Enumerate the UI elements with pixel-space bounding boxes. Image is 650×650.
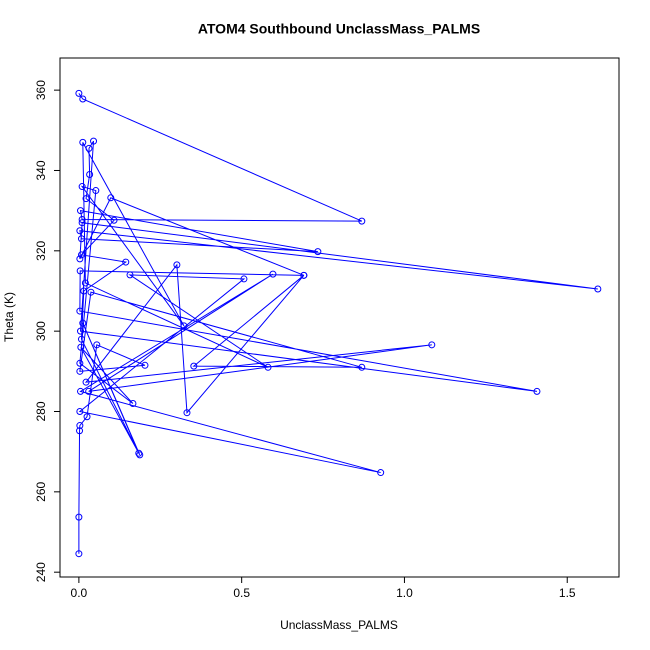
data-point: [190, 362, 198, 370]
data-point: [76, 422, 84, 430]
y-tick-label: 240: [34, 562, 48, 582]
data-point: [136, 451, 144, 459]
data-point: [141, 361, 149, 369]
data-point: [93, 341, 101, 349]
data-point: [76, 427, 84, 435]
data-point: [358, 363, 366, 371]
data-point: [77, 335, 85, 343]
data-point: [82, 195, 90, 203]
data-point: [183, 409, 191, 417]
data-point: [594, 285, 602, 293]
data-point: [135, 449, 143, 457]
data-point: [428, 341, 436, 349]
data-point: [76, 359, 84, 367]
data-point: [78, 183, 86, 191]
data-point: [75, 550, 83, 558]
data-point: [77, 343, 85, 351]
y-tick-label: 360: [34, 80, 48, 100]
data-point: [269, 270, 277, 278]
data-point: [107, 194, 115, 202]
data-point: [79, 95, 87, 103]
data-point: [314, 248, 322, 256]
data-point: [85, 387, 93, 395]
data-point: [173, 261, 181, 269]
data-point: [79, 138, 87, 146]
data-point: [77, 235, 85, 243]
data-point: [76, 227, 84, 235]
data-point: [83, 413, 91, 421]
data-point: [122, 258, 130, 266]
x-tick-label: 1.5: [559, 586, 576, 600]
y-tick-label: 260: [34, 482, 48, 502]
data-point: [87, 288, 95, 296]
data-point: [90, 137, 98, 145]
x-tick-label: 0.5: [233, 586, 250, 600]
data-point: [81, 279, 89, 287]
data-point: [82, 378, 90, 386]
chart-title: ATOM4 Southbound UnclassMass_PALMS: [198, 21, 480, 37]
data-point: [76, 267, 84, 275]
data-point: [77, 387, 85, 395]
data-point: [75, 513, 83, 521]
data-point: [77, 327, 85, 335]
data-point: [126, 271, 134, 279]
data-point: [110, 216, 118, 224]
data-point: [76, 307, 84, 315]
data-point: [79, 319, 87, 327]
data-point: [78, 215, 86, 223]
data-line: [78, 93, 598, 554]
data-point: [77, 251, 85, 259]
x-axis-label: UnclassMass_PALMS: [280, 618, 398, 632]
data-point: [264, 363, 272, 371]
data-point: [78, 219, 86, 227]
data-point: [85, 144, 93, 152]
data-point: [76, 255, 84, 263]
y-tick-label: 280: [34, 401, 48, 421]
data-point: [358, 217, 366, 225]
data-point: [92, 187, 100, 195]
data-point: [129, 399, 137, 407]
data-point: [300, 271, 308, 279]
data-point: [77, 207, 85, 215]
x-tick-label: 1.0: [396, 586, 413, 600]
data-point: [75, 89, 83, 97]
y-axis-label: Theta (K): [2, 292, 16, 342]
x-tick-label: 0.0: [71, 586, 88, 600]
data-point: [180, 322, 188, 330]
data-point: [80, 287, 88, 295]
data-point: [86, 170, 94, 178]
y-tick-label: 340: [34, 160, 48, 180]
y-tick-label: 320: [34, 240, 48, 260]
data-point: [377, 469, 385, 477]
data-point: [76, 367, 84, 375]
y-tick-label: 300: [34, 321, 48, 341]
data-point: [76, 407, 84, 415]
data-point: [533, 387, 541, 395]
data-point: [240, 275, 248, 283]
plot-frame: [59, 57, 620, 578]
